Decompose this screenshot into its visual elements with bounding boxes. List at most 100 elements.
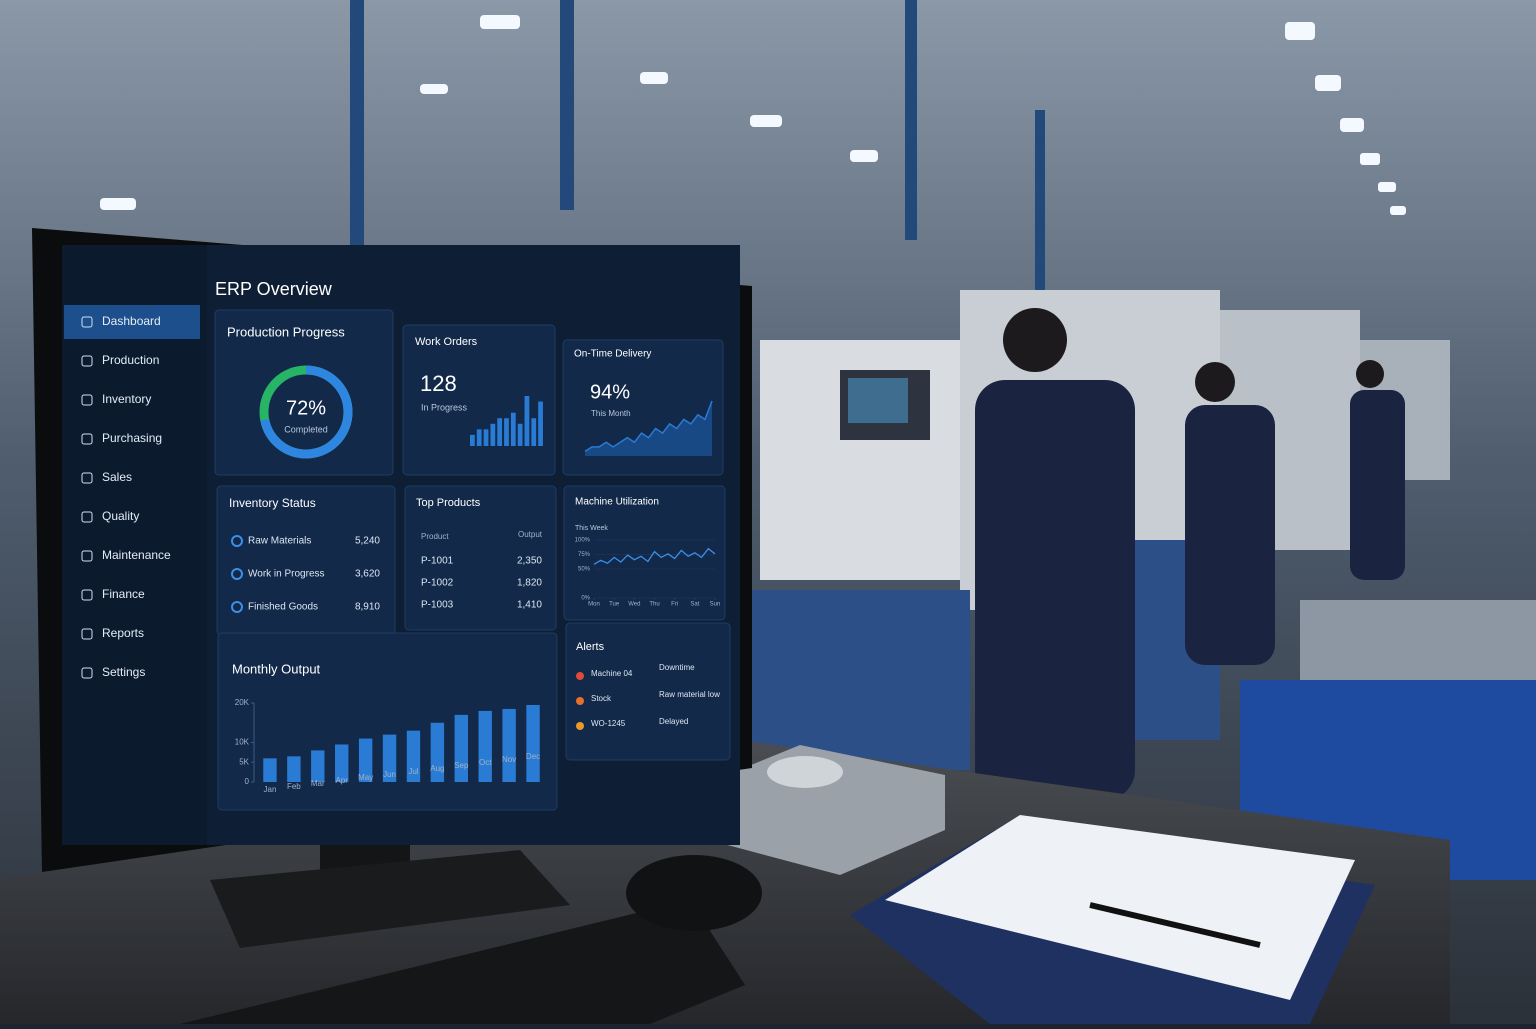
bar <box>531 418 537 446</box>
nav-icon <box>81 511 93 523</box>
x-tick-label: Jan <box>264 785 277 794</box>
card-title: Top Products <box>416 497 481 509</box>
donut-value: 72% <box>286 397 326 419</box>
dashboard-title: ERP Overview <box>215 279 333 299</box>
nav-icon <box>81 316 93 328</box>
nav-item[interactable]: Finance <box>102 587 145 601</box>
clipboard <box>850 815 1375 1024</box>
x-tick-label: Wed <box>628 602 640 608</box>
card-title: Alerts <box>576 641 605 653</box>
bar <box>524 396 530 446</box>
nav-active <box>64 305 200 339</box>
bar <box>517 423 523 446</box>
row-value: 8,910 <box>355 602 380 613</box>
kpi-label: In Progress <box>421 402 468 412</box>
card-title: Work Orders <box>415 336 478 348</box>
row-icon <box>231 535 243 547</box>
nav-icon <box>81 550 93 562</box>
x-tick-label: Jun <box>383 770 396 779</box>
area-fill <box>585 401 712 456</box>
bar <box>382 734 397 782</box>
alert-message: Delayed <box>659 717 688 726</box>
nav-item[interactable]: Quality <box>102 509 139 523</box>
alert-icon <box>576 722 584 730</box>
workers <box>975 308 1405 800</box>
alert-source: WO-1245 <box>591 719 626 728</box>
bar <box>335 744 349 782</box>
card-title: Machine Utilization <box>575 497 659 508</box>
row-value: 3,620 <box>355 569 380 580</box>
nav-icon <box>81 628 93 640</box>
card <box>563 485 726 621</box>
table-header: Product <box>421 532 449 541</box>
bar <box>490 423 496 446</box>
card <box>214 309 394 476</box>
card-title: Monthly Output <box>232 661 321 676</box>
nav-icon <box>81 394 93 406</box>
card <box>404 485 557 631</box>
donut-arc <box>260 365 353 459</box>
y-tick-label: 10K <box>235 738 250 747</box>
row-value: 5,240 <box>355 536 380 547</box>
pillars <box>350 0 1045 290</box>
bar <box>476 429 482 446</box>
alert-icon <box>576 697 584 705</box>
nav-icon <box>81 589 93 601</box>
x-tick-label: Feb <box>287 782 301 791</box>
y-tick-label: 75% <box>578 552 591 558</box>
nav-item[interactable]: Settings <box>102 665 145 679</box>
bar <box>497 418 503 446</box>
table-cell: P-1003 <box>421 600 454 611</box>
table-cell: P-1002 <box>421 578 454 589</box>
alert-message: Raw material low <box>659 690 720 699</box>
nav-item[interactable]: Purchasing <box>102 431 162 445</box>
x-tick-label: Nov <box>502 755 516 764</box>
nav-item[interactable]: Sales <box>102 470 132 484</box>
bar <box>263 758 277 782</box>
table-cell: 1,410 <box>517 600 542 611</box>
table-cell: 2,350 <box>517 556 542 567</box>
nav-icon <box>81 667 93 679</box>
dashboard: ERP Overview Dashboard Production Inventory… <box>64 279 731 811</box>
card-title: Inventory Status <box>229 496 316 510</box>
bar <box>470 434 475 446</box>
nav-item[interactable]: Maintenance <box>102 548 171 562</box>
bar <box>526 704 540 782</box>
card <box>402 324 556 476</box>
row-label: Work in Progress <box>248 569 325 580</box>
table-cell: 1,820 <box>517 578 542 589</box>
alert-source: Machine 04 <box>591 669 633 678</box>
bar <box>504 418 509 446</box>
nav-item[interactable]: Inventory <box>102 392 151 406</box>
x-tick-label: May <box>358 773 373 782</box>
nav-item[interactable]: Reports <box>102 626 144 640</box>
card <box>565 622 731 761</box>
y-tick-label: 0 <box>245 777 250 786</box>
kpi-value: 94% <box>590 381 630 403</box>
bar <box>478 710 492 782</box>
row-icon <box>231 601 243 613</box>
alert-source: Stock <box>591 694 612 703</box>
x-tick-label: Apr <box>335 776 348 785</box>
bar <box>358 738 373 782</box>
nav-item[interactable]: Production <box>102 353 159 367</box>
keyboard <box>180 900 745 1024</box>
card-title: Production Progress <box>227 324 345 339</box>
y-tick-label: 20K <box>235 698 250 707</box>
x-tick-label: Sun <box>710 602 721 608</box>
x-tick-label: Fri <box>671 602 678 608</box>
mouse <box>626 855 762 931</box>
table-header: Output <box>518 530 543 539</box>
bar <box>311 750 325 782</box>
table-cell: P-1001 <box>421 556 454 567</box>
nav-item[interactable]: Dashboard <box>102 314 161 328</box>
area-line <box>584 400 713 453</box>
bar <box>287 756 301 782</box>
nav-icon <box>81 355 93 367</box>
x-tick-label: Jul <box>408 767 418 776</box>
y-tick-label: 50% <box>578 567 591 573</box>
x-tick-label: Dec <box>526 752 540 761</box>
card-title: On-Time Delivery <box>574 349 651 360</box>
